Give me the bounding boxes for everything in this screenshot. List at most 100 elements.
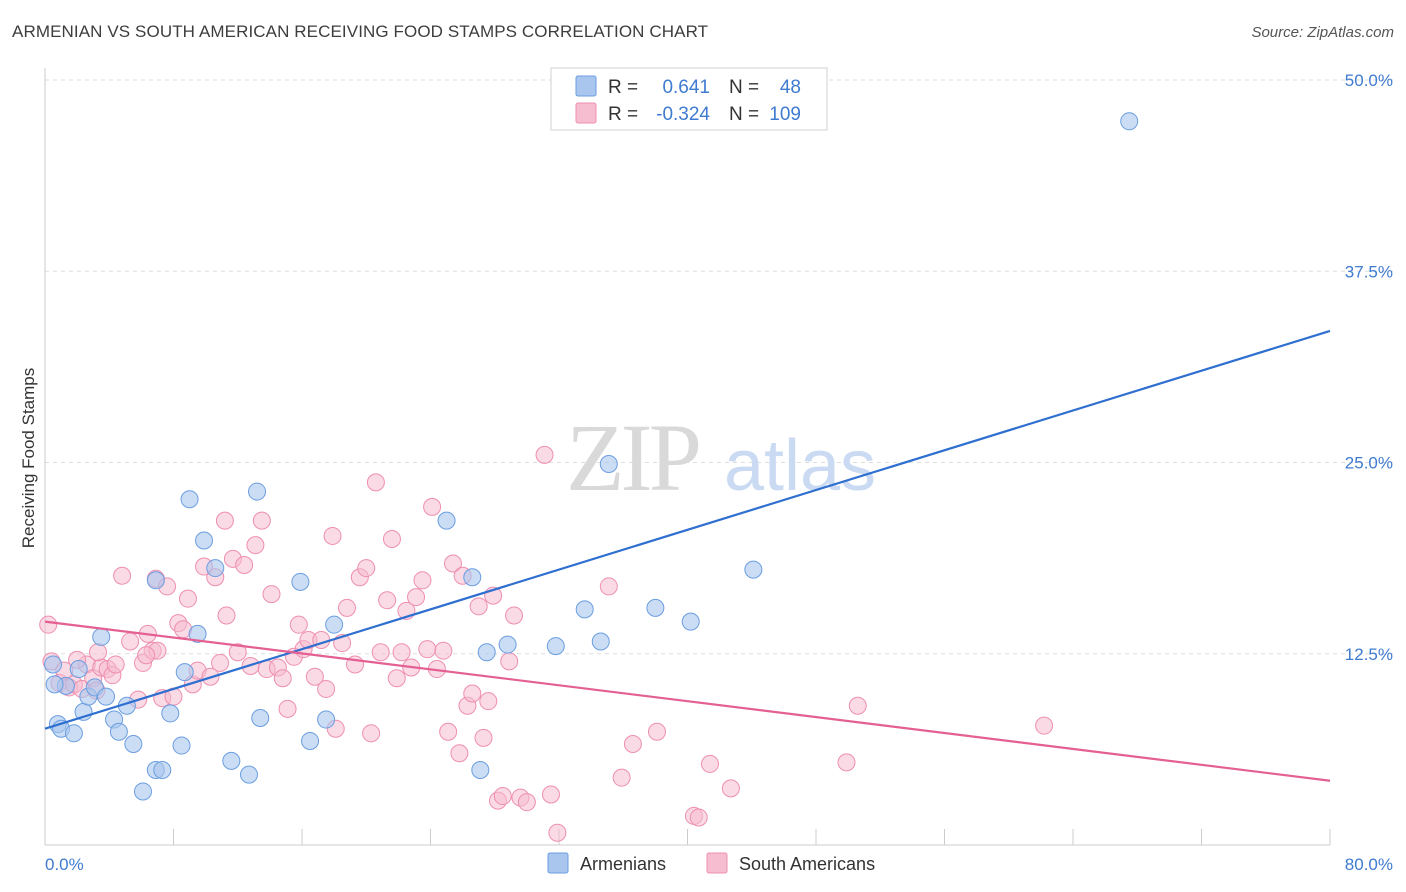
data-point-south-american — [178, 589, 197, 608]
data-point-south-american — [474, 728, 493, 747]
watermark: ZIP atlas — [566, 404, 876, 511]
data-point-armenian — [153, 761, 172, 780]
data-point-armenian — [188, 624, 207, 643]
data-point-south-american — [548, 823, 567, 842]
data-point-armenian — [239, 765, 258, 784]
data-point-south-american — [39, 615, 58, 634]
trend-lines — [44, 329, 1331, 782]
data-point-south-american — [541, 785, 560, 804]
data-point-armenian — [546, 637, 565, 656]
legend-label-armenians: Armenians — [580, 854, 666, 874]
data-point-south-american — [121, 632, 140, 651]
y-tick-label: 12.5% — [1345, 645, 1393, 664]
data-point-armenian — [180, 490, 199, 509]
data-point-armenian — [744, 560, 763, 579]
source-label: Source: ZipAtlas.com — [1251, 24, 1394, 41]
data-point-armenian — [437, 511, 456, 530]
data-point-armenian — [248, 482, 267, 501]
data-point-armenian — [291, 572, 310, 591]
data-point-armenian — [64, 724, 83, 743]
data-point-armenian — [109, 722, 128, 741]
data-point-south-american — [647, 722, 666, 741]
legend-n-value: 48 — [780, 77, 801, 98]
legend-n-label: N = — [729, 77, 759, 98]
trend-line-armenians — [44, 329, 1331, 730]
data-point-south-american — [387, 669, 406, 688]
data-point-south-american — [721, 779, 740, 798]
data-point-armenian — [206, 559, 225, 578]
data-point-south-american — [469, 597, 488, 616]
y-tick-label: 50.0% — [1345, 71, 1393, 90]
data-point-south-american — [407, 588, 426, 607]
data-point-south-american — [215, 511, 234, 530]
data-point-south-american — [106, 655, 125, 674]
data-point-south-american — [323, 526, 342, 545]
data-point-armenian — [69, 660, 88, 679]
data-point-south-american — [689, 808, 708, 827]
y-axis-title: Receiving Food Stamps — [19, 368, 38, 548]
data-point-armenian — [124, 735, 143, 754]
data-point-south-american — [317, 679, 336, 698]
legend-label-south-americans: South Americans — [739, 854, 875, 874]
legend-r-value: -0.324 — [656, 104, 710, 125]
south-americans-points — [39, 445, 1054, 842]
data-point-south-american — [623, 735, 642, 754]
series-legend: Armenians South Americans — [547, 852, 875, 874]
legend-n-value: 109 — [769, 104, 801, 125]
legend-swatch-south-americans — [706, 852, 728, 874]
data-point-armenian — [97, 687, 116, 706]
data-point-south-american — [278, 699, 297, 718]
data-point-south-american — [535, 445, 554, 464]
data-point-south-american — [450, 744, 469, 763]
data-point-armenian — [1120, 112, 1139, 131]
data-point-south-american — [439, 722, 458, 741]
data-point-south-american — [493, 787, 512, 806]
data-point-armenian — [92, 627, 111, 646]
axes — [44, 68, 1331, 846]
data-point-south-american — [505, 606, 524, 625]
data-point-armenian — [599, 455, 618, 474]
data-point-armenian — [575, 600, 594, 619]
armenians-points — [44, 112, 1139, 801]
data-point-south-american — [1035, 716, 1054, 735]
data-point-armenian — [591, 632, 610, 651]
data-point-south-american — [463, 684, 482, 703]
data-point-armenian — [146, 571, 165, 590]
data-point-armenian — [133, 782, 152, 801]
data-point-south-american — [500, 652, 519, 671]
data-point-south-american — [382, 530, 401, 548]
legend-swatch-south-americans — [575, 102, 597, 124]
data-point-south-american — [837, 753, 856, 772]
data-point-south-american — [289, 615, 308, 634]
data-point-armenian — [172, 736, 191, 755]
data-point-armenian — [222, 751, 241, 770]
data-point-armenian — [175, 663, 194, 682]
data-point-armenian — [251, 709, 270, 728]
data-point-south-american — [612, 768, 631, 787]
x-tick-label: 0.0% — [45, 855, 84, 874]
data-point-south-american — [848, 696, 867, 715]
data-point-armenian — [195, 531, 214, 550]
data-point-armenian — [44, 655, 63, 674]
x-tick-label: 80.0% — [1345, 855, 1393, 874]
data-point-south-american — [262, 585, 281, 604]
data-point-armenian — [463, 568, 482, 587]
data-point-south-american — [235, 556, 254, 575]
data-point-south-american — [366, 473, 385, 492]
data-point-south-american — [362, 724, 381, 743]
legend-r-value: 0.641 — [662, 77, 710, 98]
data-point-armenian — [498, 635, 517, 654]
data-point-south-american — [211, 653, 230, 672]
data-point-armenian — [681, 612, 700, 631]
data-point-south-american — [337, 598, 356, 617]
data-point-south-american — [700, 754, 719, 773]
legend-n-label: N = — [729, 104, 759, 125]
data-point-south-american — [113, 566, 132, 585]
data-point-south-american — [517, 793, 536, 812]
data-point-south-american — [217, 606, 236, 625]
data-point-south-american — [357, 559, 376, 578]
tick-labels: 12.5% 25.0% 37.5% 50.0% 0.0% 80.0% — [45, 71, 1393, 874]
legend-swatch-armenians — [575, 75, 597, 97]
data-point-south-american — [371, 643, 390, 662]
